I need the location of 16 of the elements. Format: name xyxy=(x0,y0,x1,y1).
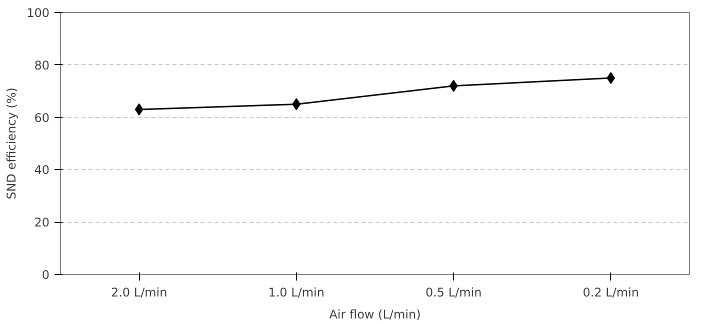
y-tick-label: 60 xyxy=(34,110,50,125)
x-axis-title: Air flow (L/min) xyxy=(329,308,421,322)
x-tick-label: 1.0 L/min xyxy=(268,286,325,300)
y-axis-title: SND efficiency (%) xyxy=(4,88,19,200)
x-tick-label: 2.0 L/min xyxy=(110,286,168,300)
point xyxy=(606,72,616,84)
point xyxy=(134,103,144,116)
y-tick-label: 40 xyxy=(34,163,50,178)
y-tick-label: 80 xyxy=(34,58,50,72)
point xyxy=(449,80,458,92)
x-tick-label: 0.5 L/min xyxy=(425,286,482,300)
x-tick-label: 0.2 L/min xyxy=(582,286,640,300)
y-tick-label: 20 xyxy=(34,216,50,230)
y-tick-label: 100 xyxy=(26,6,50,20)
y-tick-label: 0 xyxy=(42,268,50,282)
point xyxy=(292,98,301,110)
